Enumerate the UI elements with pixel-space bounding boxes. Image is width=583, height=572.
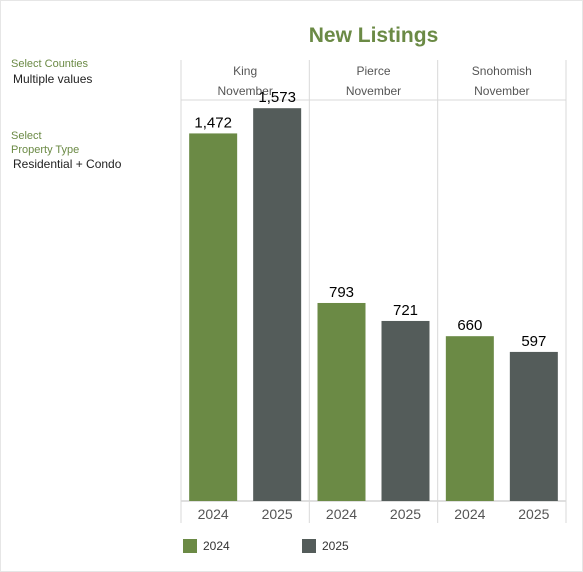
counties-filter-value[interactable]: Multiple values	[13, 72, 93, 86]
legend-item-2025: 2025	[302, 539, 349, 553]
property-type-filter-value[interactable]: Residential + Condo	[13, 157, 122, 171]
county-header-king: King	[233, 64, 257, 78]
month-header: November	[217, 84, 272, 98]
data-label: 660	[457, 317, 482, 334]
legend-label-2024: 2024	[203, 539, 230, 553]
x-tick-label: 2025	[390, 506, 421, 522]
data-label: 721	[393, 302, 418, 319]
x-tick-label: 2024	[326, 506, 357, 522]
x-tick-label: 2024	[198, 506, 229, 522]
data-label: 793	[329, 284, 354, 301]
bar-pierce-2024	[317, 302, 366, 501]
county-header-snohomish: Snohomish	[472, 64, 532, 78]
county-header-pierce: Pierce	[356, 64, 390, 78]
month-header: November	[346, 84, 401, 98]
bar-king-2025	[253, 108, 302, 501]
chart-title: New Listings	[308, 24, 439, 47]
property-type-filter-label-line2: Property Type	[11, 144, 80, 156]
legend-swatch-2025	[302, 539, 316, 553]
bar-snohomish-2025	[509, 351, 558, 501]
legend-swatch-2024	[183, 539, 197, 553]
bar-king-2024	[189, 133, 238, 501]
property-type-filter-label-line1: Select	[11, 130, 42, 142]
x-tick-label: 2025	[262, 506, 293, 522]
data-label: 1,573	[258, 89, 296, 106]
data-label: 1,472	[194, 114, 232, 131]
legend-item-2024: 2024	[183, 539, 230, 553]
counties-filter-label: Select Counties	[11, 58, 89, 70]
x-tick-label: 2024	[454, 506, 485, 522]
bar-pierce-2025	[381, 320, 430, 501]
bar-snohomish-2024	[445, 336, 494, 501]
month-header: November	[474, 84, 529, 98]
legend-label-2025: 2025	[322, 539, 349, 553]
data-label: 597	[521, 333, 546, 350]
x-tick-label: 2025	[518, 506, 549, 522]
